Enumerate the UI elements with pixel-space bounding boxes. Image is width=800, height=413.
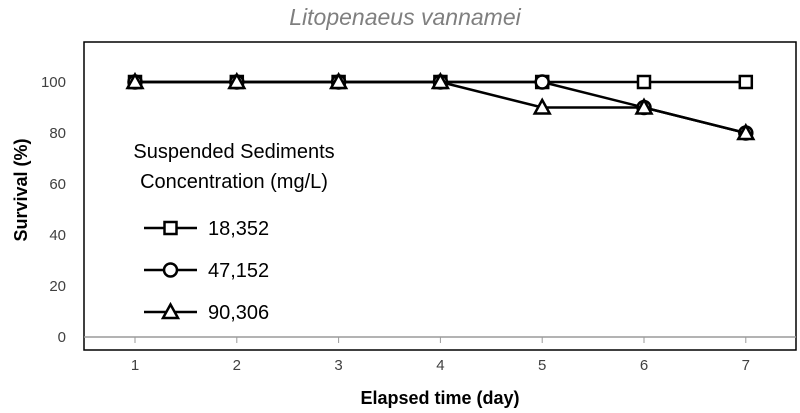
legend-items: 18,352 47,152 90,306: [144, 218, 269, 324]
data-point-triangle: [532, 97, 552, 115]
data-point-square: [636, 74, 652, 90]
data-point-triangle: [328, 71, 349, 90]
legend-item: 90,306: [144, 301, 269, 324]
legend-title-line-1: Suspended Sediments: [133, 141, 334, 163]
y-tick-label: 60: [49, 176, 66, 193]
data-point-triangle: [736, 122, 756, 141]
chart-title: Litopenaeus vannamei: [289, 4, 521, 30]
y-tick-label: 40: [49, 227, 66, 244]
x-tick-label: 7: [742, 357, 750, 374]
y-tick-label: 100: [41, 74, 66, 91]
x-tick-label: 1: [131, 357, 139, 374]
series-triangle: [125, 71, 756, 141]
x-axis-label: Elapsed time (day): [360, 388, 519, 408]
y-axis-label: Survival (%): [11, 138, 31, 241]
x-tick-label: 2: [233, 357, 241, 374]
legend-label: 47,152: [208, 260, 269, 282]
legend-marker-triangle: [160, 301, 181, 320]
data-point-triangle: [430, 71, 451, 90]
legend-item: 18,352: [144, 218, 269, 240]
legend-item: 47,152: [144, 260, 269, 282]
y-tick-label: 20: [49, 278, 66, 295]
data-point-triangle: [634, 97, 654, 115]
data-point-square: [738, 74, 754, 90]
series-layer: [125, 71, 756, 141]
x-tick-label: 5: [538, 357, 546, 374]
x-tick-label: 4: [436, 357, 444, 374]
legend: Suspended Sediments Concentration (mg/L)…: [133, 141, 334, 324]
y-axis-ticks: 0 20 40 60 80 100: [41, 74, 66, 346]
legend-title-line-2: Concentration (mg/L): [140, 171, 328, 193]
x-tick-label: 6: [640, 357, 648, 374]
y-tick-label: 80: [49, 125, 66, 142]
data-point-triangle: [227, 71, 247, 90]
legend-label: 90,306: [208, 302, 269, 324]
x-axis-ticks: 1 2 3 4 5 6 7: [131, 337, 750, 374]
legend-label: 18,352: [208, 218, 269, 240]
data-point-triangle: [125, 71, 145, 90]
x-tick-label: 3: [334, 357, 342, 374]
data-point-circle: [534, 74, 550, 90]
y-tick-label: 0: [58, 329, 66, 346]
legend-marker-square: [163, 220, 178, 236]
plot-frame: [83, 41, 797, 351]
legend-marker-circle: [162, 262, 179, 278]
